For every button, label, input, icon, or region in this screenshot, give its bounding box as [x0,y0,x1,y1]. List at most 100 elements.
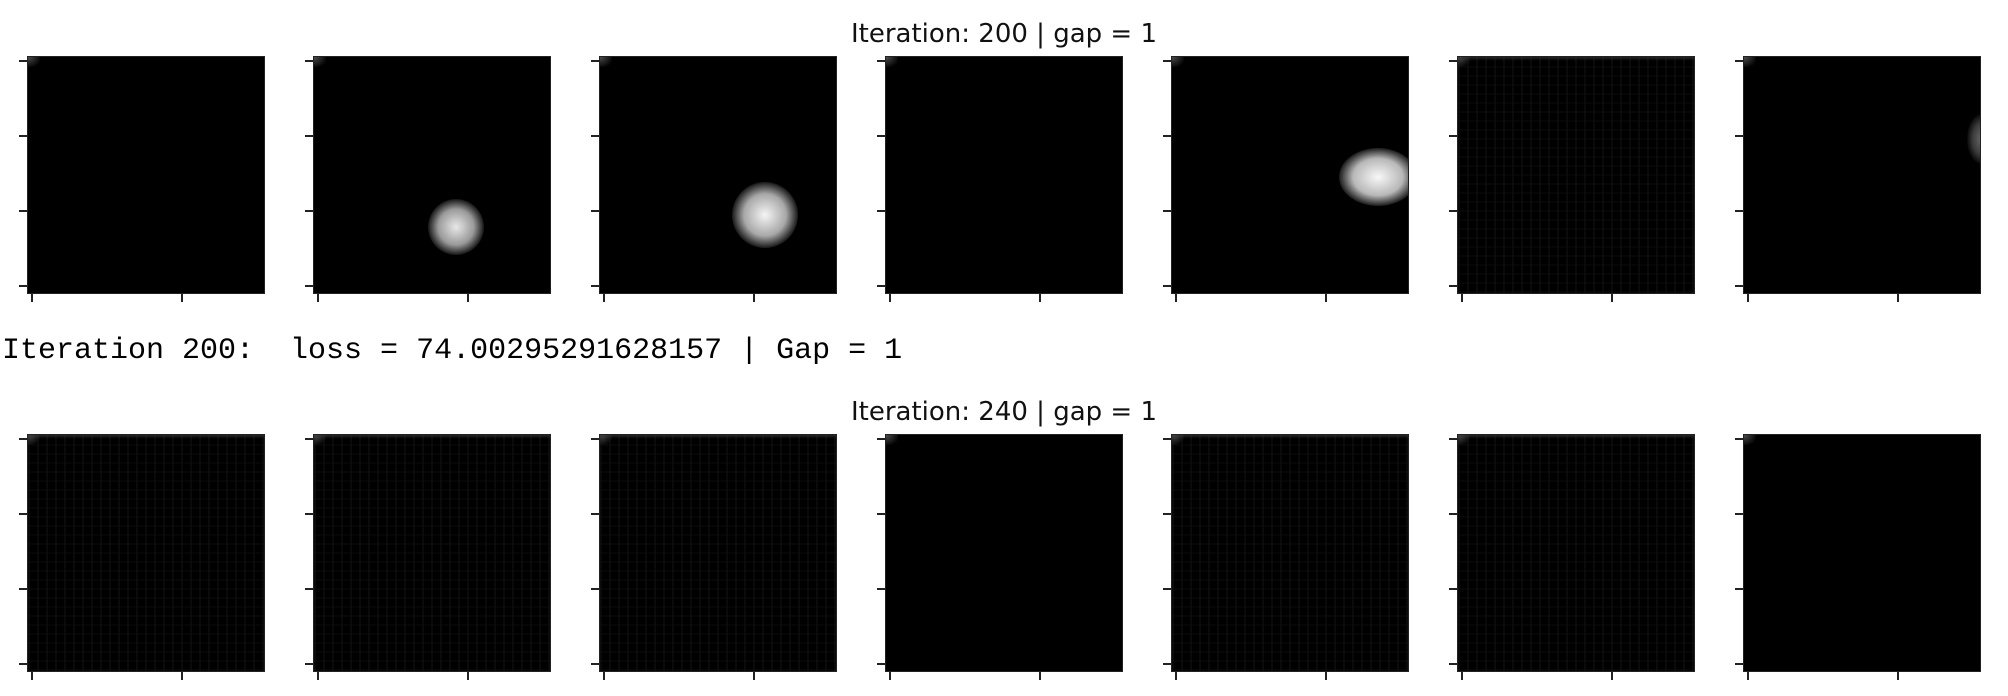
y-tick [877,285,885,287]
corner-artifact [886,435,898,445]
corner-artifact [28,435,40,445]
y-tick [1163,60,1171,62]
y-tick [1163,285,1171,287]
y-tick [877,210,885,212]
y-tick [1163,438,1171,440]
x-tick [603,294,605,302]
image-panel [599,434,837,672]
y-tick [591,588,599,590]
x-tick [1611,294,1613,302]
x-tick [31,294,33,302]
y-tick [1449,588,1457,590]
y-tick [591,135,599,137]
x-tick [1039,672,1041,680]
bright-blob [428,199,484,255]
image-panel [1457,434,1695,672]
y-tick [877,60,885,62]
y-tick [1163,513,1171,515]
x-tick [1039,294,1041,302]
y-tick [1163,135,1171,137]
image-panel [1457,56,1695,294]
corner-artifact [28,57,40,67]
y-tick [1735,438,1743,440]
y-tick [877,135,885,137]
x-tick [1747,672,1749,680]
y-tick [1735,285,1743,287]
y-tick [305,513,313,515]
y-tick [19,513,27,515]
grid-noise [1172,435,1408,671]
y-tick [877,513,885,515]
y-tick [1735,513,1743,515]
y-tick [19,135,27,137]
x-tick [1461,672,1463,680]
x-tick [467,294,469,302]
image-panel [885,56,1123,294]
y-tick [1449,438,1457,440]
y-tick [877,588,885,590]
image-panel [313,434,551,672]
y-tick [1449,60,1457,62]
y-tick [1735,588,1743,590]
corner-artifact [1744,57,1756,67]
y-tick [877,663,885,665]
y-tick [1735,135,1743,137]
x-tick [181,294,183,302]
y-tick [305,663,313,665]
corner-artifact [600,57,612,67]
x-tick [603,672,605,680]
bright-blob [1339,148,1408,206]
y-tick [19,588,27,590]
y-tick [305,210,313,212]
y-tick [591,210,599,212]
image-panel [27,56,265,294]
x-tick [1175,294,1177,302]
grid-noise [28,435,264,671]
x-tick [1461,294,1463,302]
y-tick [1735,663,1743,665]
image-panel [599,56,837,294]
y-tick [305,285,313,287]
y-tick [19,210,27,212]
x-tick [1611,672,1613,680]
corner-artifact [1458,435,1470,445]
grid-noise [1458,57,1694,293]
y-tick [1163,663,1171,665]
image-panel [1171,56,1409,294]
image-panel [1743,434,1981,672]
bright-blob [1967,114,1980,164]
y-tick [305,135,313,137]
image-panel [1171,434,1409,672]
figure-title-iteration-240: Iteration: 240 | gap = 1 [850,397,1158,427]
x-tick [181,672,183,680]
corner-artifact [1172,435,1184,445]
x-tick [1325,672,1327,680]
grid-noise [1458,435,1694,671]
edge-artifact [1458,435,1694,439]
image-panel [27,434,265,672]
figure-title-iteration-200: Iteration: 200 | gap = 1 [850,19,1158,49]
y-tick [591,60,599,62]
grid-noise [314,435,550,671]
x-tick [753,672,755,680]
bright-blob [732,182,798,248]
edge-artifact [1458,57,1694,61]
y-tick [19,663,27,665]
corner-artifact [1172,57,1184,67]
y-tick [1449,513,1457,515]
image-panel [885,434,1123,672]
x-tick [889,672,891,680]
y-tick [1449,210,1457,212]
x-tick [1325,294,1327,302]
x-tick [1747,294,1749,302]
corner-artifact [886,57,898,67]
corner-artifact [1744,435,1756,445]
image-panel [313,56,551,294]
edge-artifact [314,435,550,439]
y-tick [305,588,313,590]
y-tick [1163,588,1171,590]
y-tick [591,663,599,665]
corner-artifact [314,435,326,445]
corner-artifact [1458,57,1470,67]
image-panel [1743,56,1981,294]
